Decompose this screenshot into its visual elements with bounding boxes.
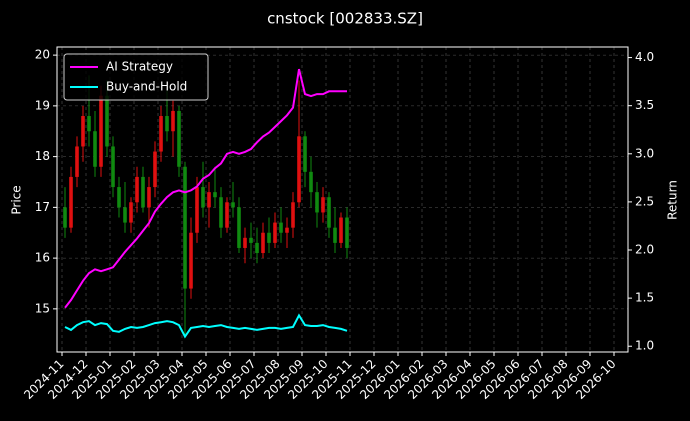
y-tick-label: 19 <box>35 98 50 112</box>
candle-body <box>99 95 103 167</box>
candle-body <box>135 176 139 203</box>
y2-tick-label: 2.5 <box>635 194 654 208</box>
legend-label: AI Strategy <box>106 60 173 74</box>
candle-body <box>75 146 79 177</box>
candle-body <box>183 166 187 289</box>
candle-body <box>237 207 241 248</box>
y2-tick-label: 3.5 <box>635 98 654 112</box>
legend-label: Buy-and-Hold <box>106 80 187 94</box>
y-axis-label: Price <box>10 185 24 214</box>
candle-body <box>93 131 97 167</box>
candle-body <box>87 116 91 132</box>
candle-body <box>195 187 199 233</box>
candle-body <box>219 197 223 228</box>
y2-tick-label: 1.5 <box>635 291 654 305</box>
candle-body <box>201 187 205 208</box>
candle-body <box>249 237 253 243</box>
y-tick-label: 16 <box>35 251 50 265</box>
candle-body <box>213 192 217 198</box>
candle-body <box>273 222 277 243</box>
candle-body <box>141 176 145 208</box>
candle-body <box>309 171 313 193</box>
candle-body <box>63 207 67 228</box>
candle-body <box>291 202 295 228</box>
candle-body <box>225 202 229 228</box>
y2-tick-label: 2.0 <box>635 243 654 257</box>
candle-body <box>327 197 331 228</box>
candle-body <box>207 192 211 208</box>
candle-body <box>69 176 73 228</box>
candle-body <box>171 110 175 132</box>
candle-body <box>261 232 265 254</box>
candle-body <box>279 222 283 233</box>
y2-axis-label: Return <box>666 180 680 220</box>
candle-body <box>117 187 121 208</box>
candle-body <box>147 187 151 208</box>
candle-body <box>321 197 325 213</box>
plot-frame <box>56 46 629 353</box>
series-line <box>64 313 348 339</box>
chart-title: cnstock [002833.SZ] <box>267 10 423 28</box>
y-tick-label: 18 <box>35 149 50 163</box>
y-tick-label: 20 <box>35 48 50 62</box>
y2-tick-label: 3.0 <box>635 146 654 160</box>
candle-body <box>255 242 259 254</box>
candle-body <box>105 95 109 147</box>
y2-tick-label: 1.0 <box>635 339 654 353</box>
series-line <box>64 68 347 309</box>
candle-body <box>111 146 115 188</box>
candle-body <box>231 202 235 208</box>
y-tick-label: 17 <box>35 200 50 214</box>
candle-body <box>297 136 301 203</box>
candle-body <box>153 151 157 188</box>
candle-body <box>189 232 193 289</box>
y-tick-label: 15 <box>35 301 50 315</box>
candle-body <box>81 116 85 147</box>
candle-body <box>123 207 127 223</box>
candle-body <box>243 237 247 248</box>
candle-body <box>177 110 181 167</box>
candle-body <box>159 116 163 152</box>
candle-body <box>345 217 349 248</box>
y2-tick-label: 4.0 <box>635 50 654 64</box>
candle-body <box>267 232 271 243</box>
candle-body <box>303 136 307 172</box>
candle-body <box>333 227 337 243</box>
candle-body <box>339 217 343 243</box>
candle-body <box>129 202 133 223</box>
candle-body <box>285 227 289 233</box>
legend-box <box>63 53 209 101</box>
candle-body <box>165 116 169 132</box>
candle-body <box>315 192 319 213</box>
